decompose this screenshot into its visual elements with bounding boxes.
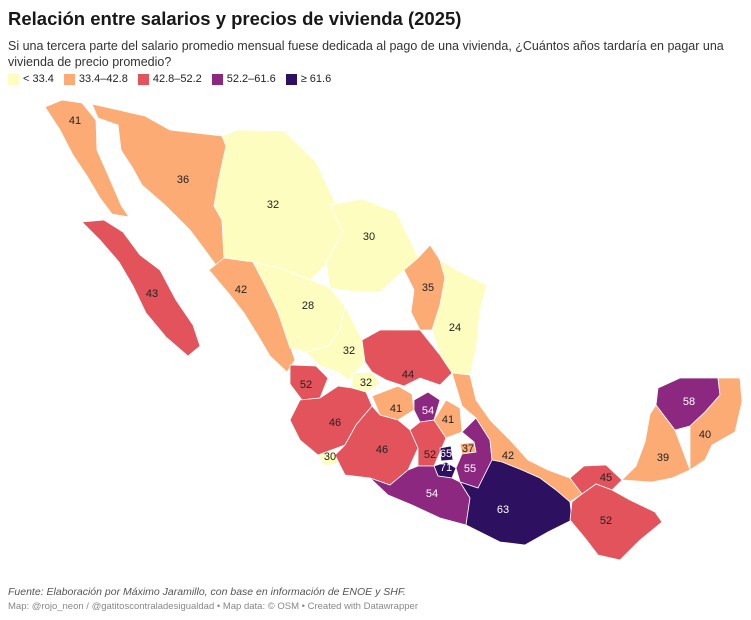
legend-label: 52.2–61.6 (226, 73, 276, 85)
state-value-label: 43 (146, 288, 158, 300)
state-baja-california-sur (81, 219, 201, 357)
state-value-label: 40 (699, 429, 711, 441)
legend-item: ≥ 61.6 (285, 73, 332, 85)
state-value-label: 63 (497, 504, 509, 516)
legend-label: 33.4–42.8 (78, 73, 128, 85)
state-value-label: 44 (402, 369, 414, 381)
state-value-label: 32 (343, 345, 355, 357)
state-value-label: 36 (177, 174, 189, 186)
legend-swatch (137, 73, 149, 85)
legend-item: 33.4–42.8 (63, 73, 128, 85)
state-value-label: 58 (683, 396, 695, 408)
state-value-label: 37 (462, 443, 474, 455)
state-value-label: 55 (464, 463, 476, 475)
legend-item: < 33.4 (8, 73, 54, 85)
state-value-label: 46 (329, 417, 341, 429)
state-value-label: 54 (422, 405, 434, 417)
state-aguascalientes (351, 371, 381, 393)
state-coahuila (325, 198, 419, 293)
state-value-label: 32 (360, 377, 372, 389)
state-value-label: 32 (267, 199, 279, 211)
legend-swatch (63, 73, 75, 85)
state-value-label: 65 (440, 448, 452, 460)
state-value-label: 35 (422, 282, 434, 294)
state-value-label: 42 (235, 284, 247, 296)
state-value-label: 41 (390, 403, 402, 415)
state-oaxaca (459, 459, 573, 546)
legend-label: < 33.4 (23, 73, 54, 85)
state-value-label: 71 (440, 462, 452, 474)
state-ciudad-de-mexico (439, 445, 454, 462)
legend-label: ≥ 61.6 (300, 73, 332, 85)
state-chiapas (569, 483, 663, 561)
legend-item: 52.2–61.6 (211, 73, 276, 85)
state-value-label: 30 (324, 451, 336, 463)
credits-note: Map: @rojo_neon / @gatitoscontraladesigu… (8, 601, 418, 612)
state-value-label: 54 (426, 488, 438, 500)
legend-item: 42.8–52.2 (137, 73, 202, 85)
legend: < 33.4 33.4–42.8 42.8–52.2 52.2–61.6 ≥ 6… (8, 73, 341, 85)
source-note: Fuente: Elaboración por Máximo Jaramillo… (8, 586, 406, 598)
state-san-luis-potosi (361, 329, 453, 387)
legend-label: 42.8–52.2 (152, 73, 202, 85)
state-value-label: 46 (376, 444, 388, 456)
state-value-label: 28 (302, 300, 314, 312)
state-value-label: 30 (363, 231, 375, 243)
state-value-label: 52 (300, 379, 312, 391)
legend-swatch (211, 73, 223, 85)
state-guerrero (369, 465, 471, 526)
chart-subtitle: Si una tercera parte del salario promedi… (8, 39, 724, 69)
state-quintana-roo (689, 377, 743, 471)
state-value-label: 45 (600, 472, 612, 484)
state-value-label: 52 (424, 449, 436, 461)
state-value-label: 24 (449, 322, 461, 334)
state-value-label: 41 (69, 115, 81, 127)
legend-swatch (285, 73, 297, 85)
state-value-label: 41 (442, 414, 454, 426)
chart-title: Relación entre salarios y precios de viv… (8, 8, 462, 29)
legend-swatch (8, 73, 19, 85)
state-colima (317, 449, 339, 467)
state-baja-california (44, 99, 130, 218)
state-value-label: 39 (657, 452, 669, 464)
state-value-label: 52 (600, 515, 612, 527)
state-value-label: 42 (502, 450, 514, 462)
